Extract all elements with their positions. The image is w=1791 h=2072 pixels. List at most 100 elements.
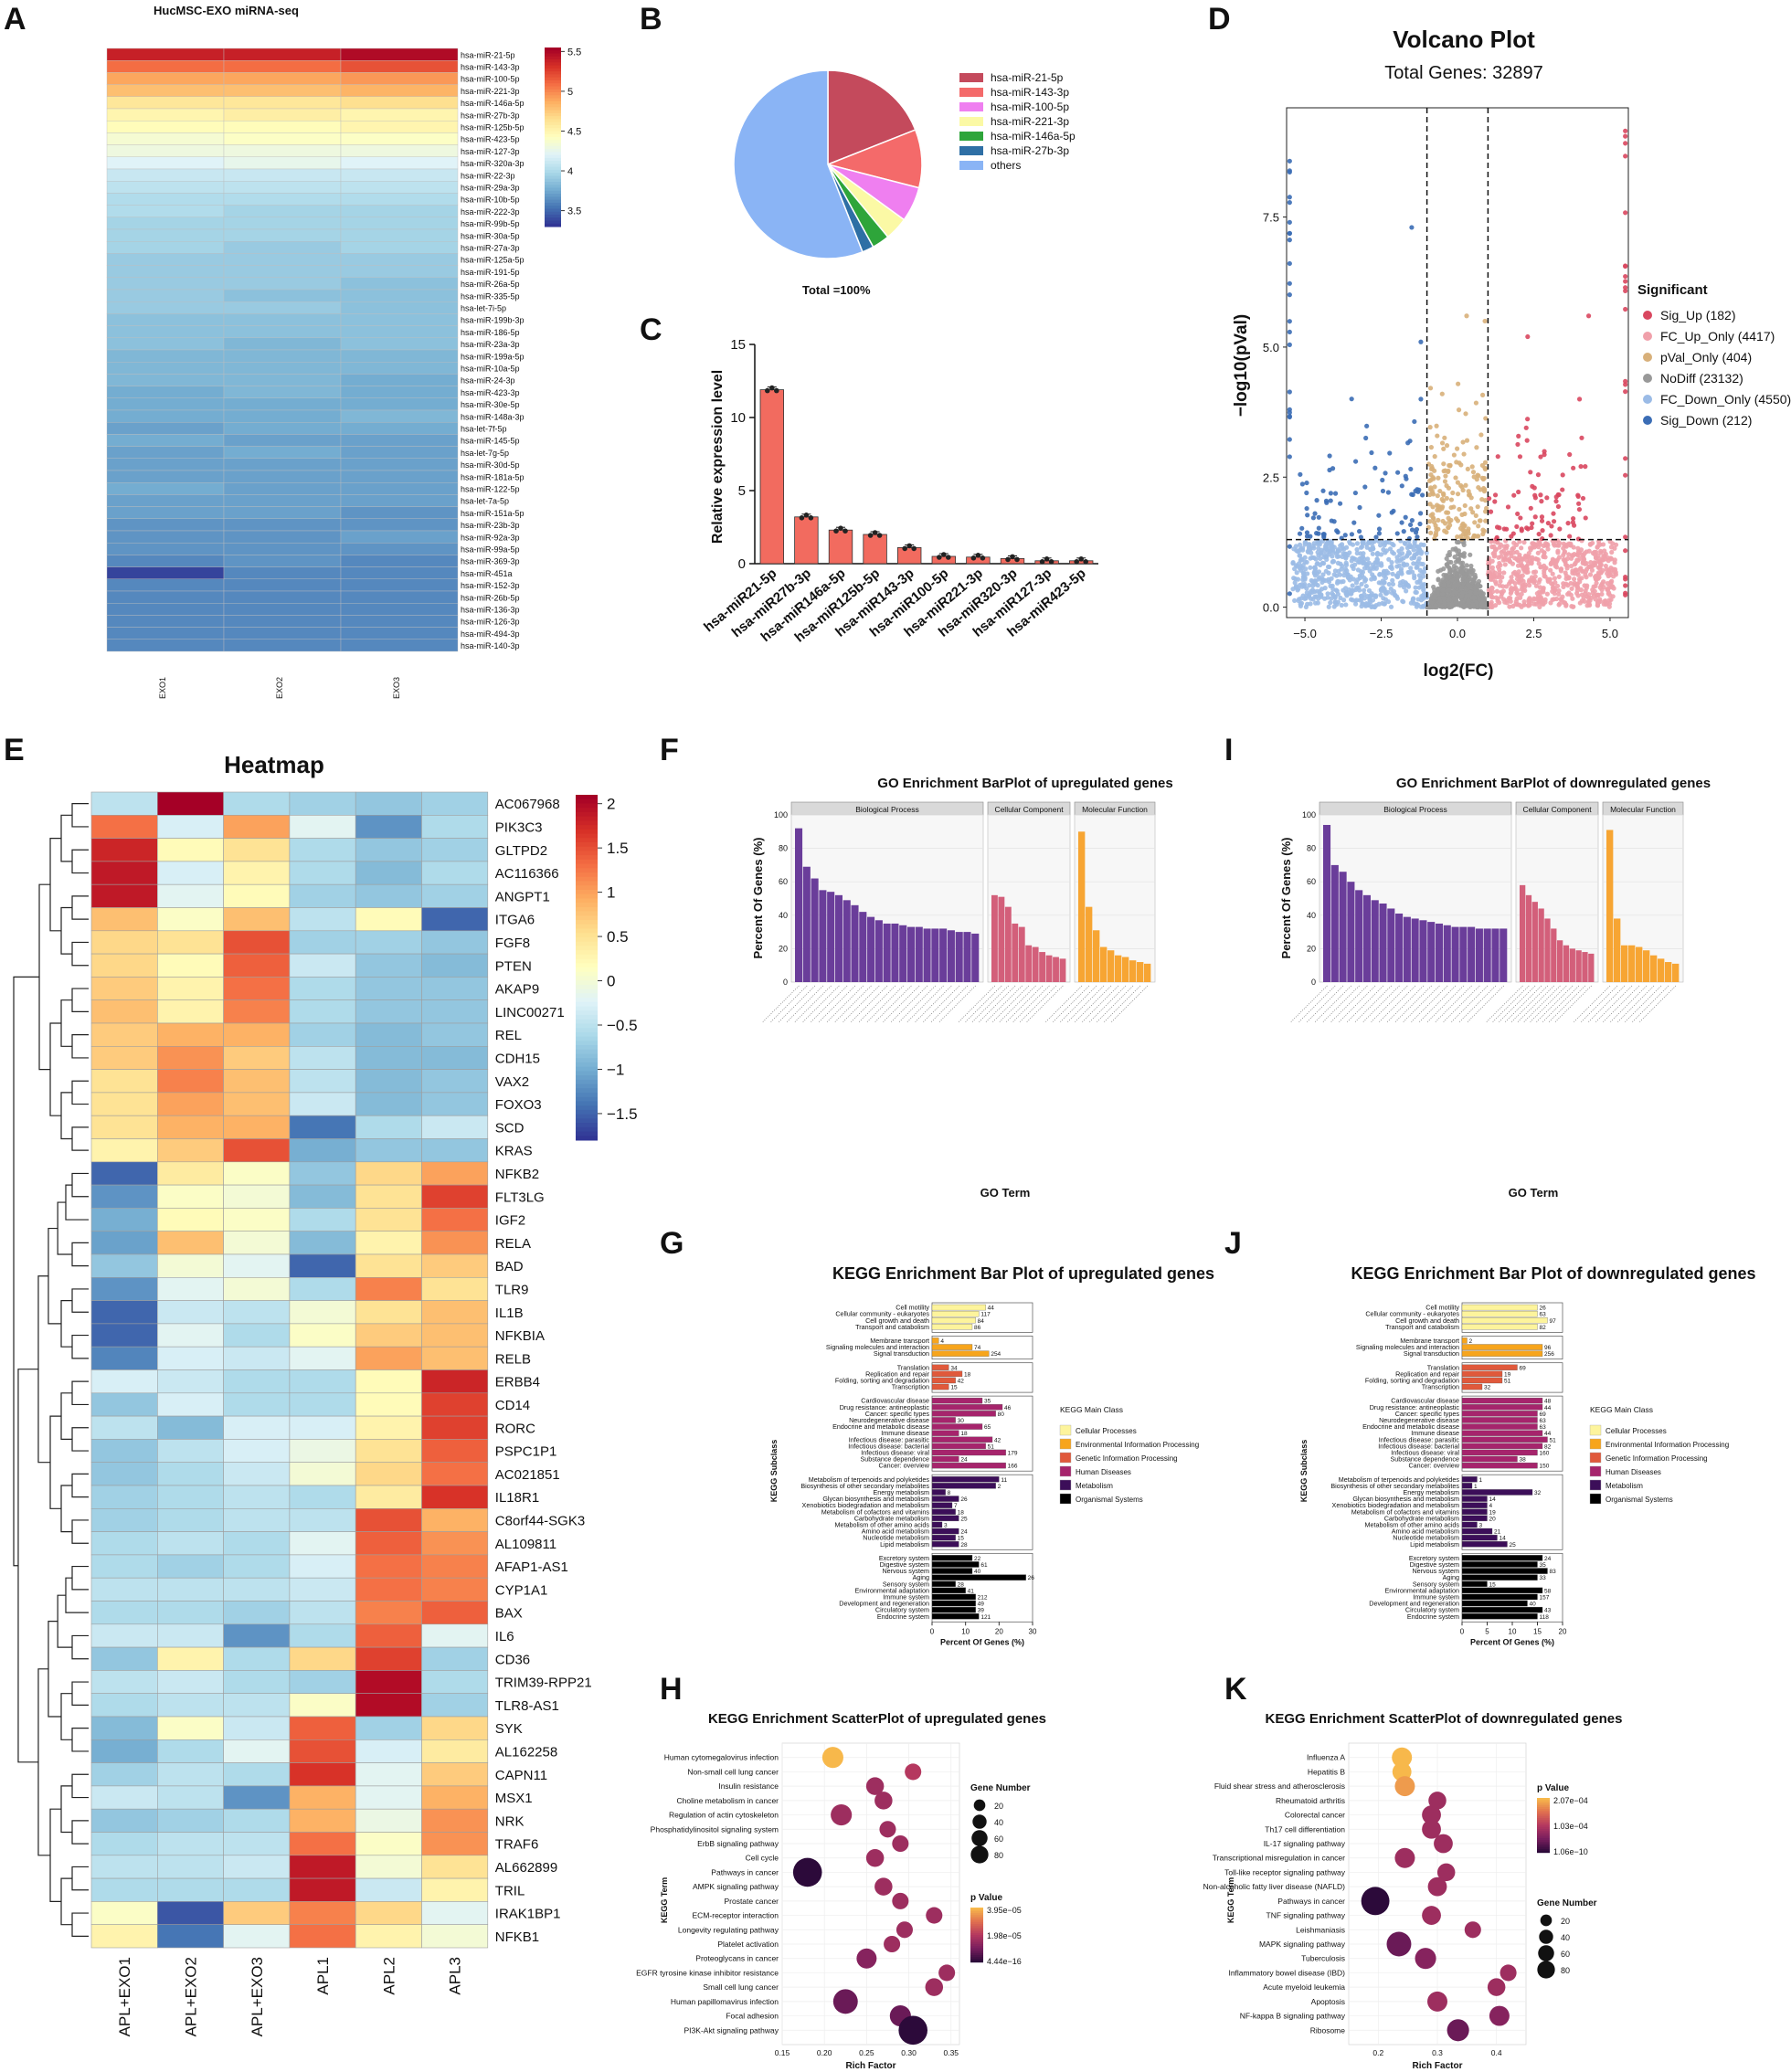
bar (1427, 922, 1436, 982)
bar (1144, 963, 1151, 982)
heatmap-cell (421, 1415, 489, 1440)
heatmap-cell (289, 1323, 356, 1348)
term-label: Human papillomavirus infection (671, 1997, 779, 2006)
bar (931, 1593, 976, 1601)
colorbar-step (576, 1084, 598, 1089)
volcano-point (1557, 526, 1563, 532)
volcano-point (1608, 555, 1614, 561)
heatmap-cell (223, 168, 342, 182)
heatmap-cell (157, 1646, 224, 1671)
volcano-point (1441, 566, 1447, 572)
heatmap-row-label: hsa-miR-99a-5p (461, 544, 520, 554)
volcano-point (1473, 584, 1479, 589)
heatmap-row-label: TLR8-AS1 (495, 1698, 559, 1714)
volcano-point (1597, 585, 1603, 590)
heatmap-cell (223, 1808, 291, 1833)
heatmap-col-label: APL2 (380, 1957, 397, 1995)
volcano-point (1474, 445, 1479, 450)
size-legend-label: 40 (1561, 1933, 1570, 1942)
heatmap-cell (90, 1115, 158, 1139)
bar (1461, 1364, 1518, 1370)
colorbar-step (545, 173, 561, 176)
x-tick-label: 0.15 (775, 2048, 790, 2057)
heatmap-cell (90, 1832, 158, 1856)
volcano-point (1583, 464, 1588, 470)
heatmap-cell (223, 1277, 291, 1301)
volcano-point (1433, 602, 1438, 608)
volcano-point (1598, 548, 1604, 554)
color-legend-step (970, 1929, 983, 1932)
color-legend-step (970, 1940, 983, 1943)
heatmap-cell (289, 1924, 356, 1949)
volcano-point (1507, 581, 1512, 587)
volcano-point (1360, 540, 1365, 545)
colorbar-step (545, 77, 561, 81)
legend-swatch (1589, 1438, 1602, 1450)
y-tick-label: 2.5 (1263, 470, 1279, 484)
volcano-point (1376, 580, 1382, 586)
volcano-point (1479, 392, 1486, 397)
volcano-point (1577, 579, 1583, 585)
y-tick-label: 10 (730, 410, 746, 426)
volcano-point (1479, 496, 1485, 502)
legend-label: hsa-miR-27b-3p (991, 144, 1069, 157)
colorbar-step (576, 993, 598, 999)
bar (915, 926, 923, 982)
volcano-point (1489, 539, 1494, 544)
volcano-point (1408, 544, 1414, 549)
volcano-point (1520, 584, 1525, 589)
volcano-point (1362, 576, 1367, 581)
volcano-point (1390, 571, 1395, 576)
volcano-point (1446, 559, 1452, 565)
volcano-point (1323, 542, 1329, 547)
color-legend-step (1537, 1833, 1550, 1835)
colorbar-step (545, 98, 561, 102)
y-axis-label: Relative expression level (710, 370, 726, 544)
gene-count-label: 18 (964, 1371, 971, 1378)
volcano-point (1543, 566, 1549, 571)
volcano-point (1325, 564, 1331, 570)
heatmap-col-label: APL+EXO2 (182, 1957, 199, 2036)
gene-count-label: 160 (1540, 1451, 1550, 1457)
colorbar-step (545, 122, 561, 126)
volcano-point (1413, 488, 1418, 494)
volcano-point (1450, 566, 1457, 572)
volcano-point (1582, 583, 1587, 588)
heatmap-row-label: hsa-miR-191-5p (461, 268, 520, 277)
colorbar-step (545, 217, 561, 221)
heatmap-cell (355, 1808, 422, 1833)
heatmap-cell (90, 1877, 158, 1902)
bar (931, 1555, 973, 1561)
heatmap-cell (90, 1601, 158, 1625)
bar (1665, 962, 1672, 982)
heatmap-cell (421, 1022, 489, 1047)
heatmap-cell (90, 1623, 158, 1648)
heatmap-cell (90, 1485, 158, 1509)
volcano-point (1419, 549, 1425, 555)
heatmap-row-label: VAX2 (495, 1074, 529, 1090)
gene-count-label: 63 (1540, 1312, 1547, 1318)
bar (931, 1337, 939, 1344)
colorbar-step (576, 808, 598, 813)
volcano-point (1494, 524, 1500, 530)
volcano-point (1521, 565, 1528, 570)
color-legend-step (1537, 1820, 1550, 1823)
volcano-point (1449, 602, 1455, 608)
legend-label: Cellular Processes (1076, 1427, 1137, 1435)
x-tick-label: 5.0 (1602, 627, 1618, 640)
volcano-point (1441, 446, 1447, 451)
volcano-point (1593, 560, 1598, 566)
heatmap-cell (340, 386, 459, 399)
heatmap-cell (289, 1092, 356, 1116)
volcano-point (1328, 600, 1333, 606)
volcano-point (1539, 564, 1544, 570)
heatmap-cell (340, 277, 459, 291)
bar (1461, 1483, 1473, 1489)
volcano-point (1602, 553, 1607, 558)
volcano-point (1287, 319, 1292, 324)
heatmap-cell (421, 1623, 489, 1648)
heatmap-cell (289, 838, 356, 862)
heatmap-row-label: BAX (495, 1606, 523, 1622)
colorbar-step (576, 903, 598, 908)
volcano-point (1335, 591, 1341, 597)
